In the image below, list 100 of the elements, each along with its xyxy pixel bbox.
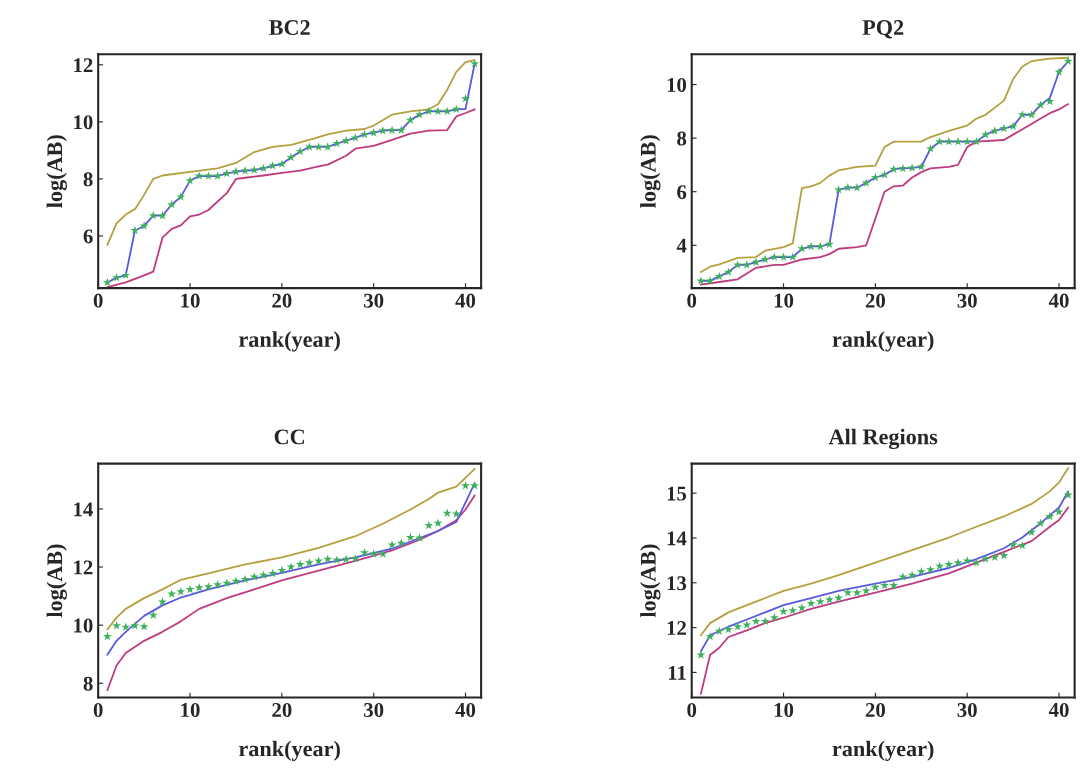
- x-tick-label: 40: [1048, 293, 1069, 308]
- y-tick-label: 8: [83, 676, 93, 691]
- point: [880, 170, 889, 179]
- point: [249, 572, 259, 581]
- point: [1045, 511, 1055, 521]
- point: [788, 605, 798, 615]
- point: [935, 561, 945, 570]
- point: [962, 136, 972, 146]
- point: [405, 115, 415, 124]
- x-tick-label: 0: [687, 293, 697, 308]
- point: [724, 267, 733, 276]
- point: [742, 260, 752, 269]
- point: [148, 211, 158, 220]
- point: [424, 520, 434, 530]
- point: [396, 538, 406, 547]
- point: [341, 554, 351, 563]
- point: [962, 556, 972, 565]
- point: [705, 631, 715, 641]
- point: [834, 185, 844, 194]
- point: [760, 254, 770, 264]
- point: [415, 110, 425, 119]
- point: [1054, 67, 1064, 76]
- point: [112, 272, 121, 282]
- chart-title: PQ2: [862, 20, 904, 39]
- x-tick-label: 0: [687, 702, 697, 718]
- x-tick-label: 10: [181, 293, 200, 308]
- point: [751, 257, 761, 266]
- point: [314, 556, 324, 565]
- point: [130, 621, 140, 630]
- point: [999, 550, 1009, 560]
- point: [944, 559, 954, 569]
- point: [733, 260, 743, 269]
- point: [176, 587, 186, 596]
- point: [926, 144, 935, 153]
- point: [806, 598, 816, 608]
- point: [843, 183, 853, 192]
- y-tick-label: 4: [676, 238, 687, 253]
- point: [971, 557, 981, 567]
- point: [451, 104, 461, 114]
- point: [1054, 507, 1064, 516]
- point: [461, 481, 470, 490]
- point: [1063, 56, 1073, 65]
- point: [470, 59, 480, 68]
- x-axis-title: rank(year): [239, 740, 340, 761]
- point: [286, 152, 296, 162]
- point: [870, 582, 880, 592]
- point: [788, 252, 798, 261]
- y-axis-title: log(AB): [46, 544, 67, 618]
- point: [323, 554, 333, 563]
- point: [843, 587, 853, 597]
- x-tick-label: 0: [93, 293, 103, 308]
- point: [696, 650, 706, 659]
- point: [1008, 540, 1018, 549]
- point: [1063, 490, 1073, 499]
- point: [222, 168, 232, 178]
- point: [724, 624, 733, 634]
- point: [112, 621, 121, 630]
- point: [1027, 110, 1036, 119]
- point: [769, 613, 779, 622]
- x-tick-label: 30: [957, 293, 977, 308]
- point: [130, 225, 140, 235]
- point: [185, 175, 195, 185]
- point: [825, 239, 834, 248]
- point: [442, 508, 452, 518]
- point: [889, 164, 899, 173]
- x-axis-title: rank(year): [832, 331, 934, 352]
- point: [396, 125, 406, 134]
- point: [121, 270, 131, 280]
- point: [259, 570, 268, 579]
- point: [158, 211, 167, 220]
- point: [433, 518, 443, 527]
- point: [779, 252, 788, 261]
- point: [797, 244, 807, 253]
- point: [935, 136, 945, 146]
- point: [1036, 100, 1046, 109]
- line-series: [106, 467, 476, 631]
- y-tick-label: 13: [667, 576, 687, 591]
- x-tick-label: 30: [364, 702, 384, 718]
- point: [714, 626, 724, 635]
- point: [999, 123, 1009, 133]
- point: [360, 129, 369, 139]
- point: [451, 509, 461, 518]
- point: [213, 171, 222, 180]
- x-axis-title: rank(year): [832, 740, 934, 761]
- point: [194, 171, 204, 180]
- point: [852, 587, 862, 597]
- point: [121, 622, 131, 631]
- x-tick-label: 20: [865, 293, 885, 308]
- point: [898, 163, 908, 173]
- point: [916, 162, 926, 171]
- point: [259, 163, 268, 173]
- y-tick-label: 12: [74, 58, 93, 73]
- point: [760, 616, 770, 626]
- point: [916, 566, 926, 576]
- point: [825, 595, 834, 604]
- point: [870, 172, 880, 182]
- point: [953, 136, 963, 146]
- point: [341, 136, 351, 145]
- point: [769, 252, 779, 261]
- point: [779, 606, 788, 616]
